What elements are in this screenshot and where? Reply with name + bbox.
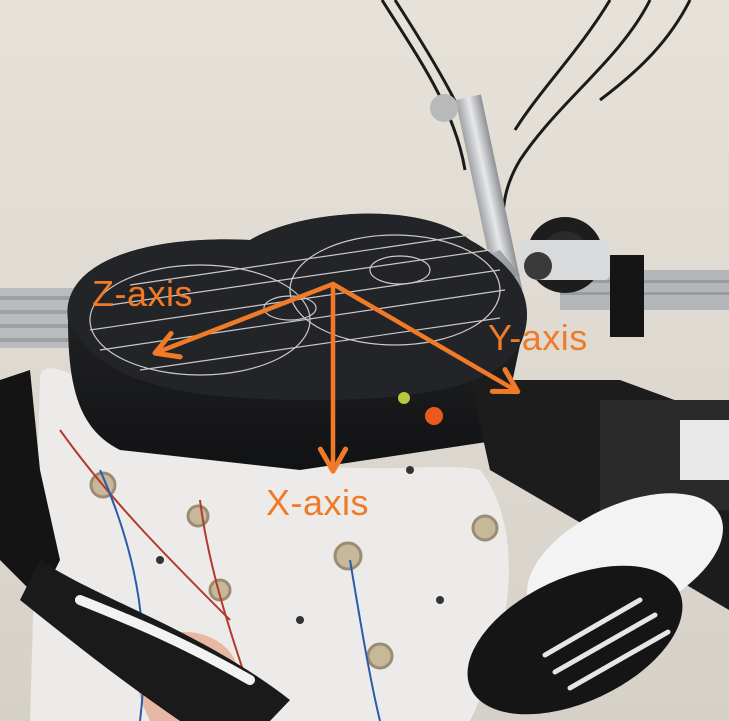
x-axis-label: X-axis (266, 482, 370, 523)
y-axis-arrow (330, 281, 521, 395)
axis-arrows (152, 281, 521, 474)
headset-strap (0, 370, 290, 721)
y-axis-label: Y-axis (488, 317, 588, 358)
z-axis-label: Z-axis (92, 273, 193, 314)
tms-coil (67, 213, 527, 470)
coil-handle (467, 380, 729, 715)
z-axis-arrow (152, 281, 336, 360)
